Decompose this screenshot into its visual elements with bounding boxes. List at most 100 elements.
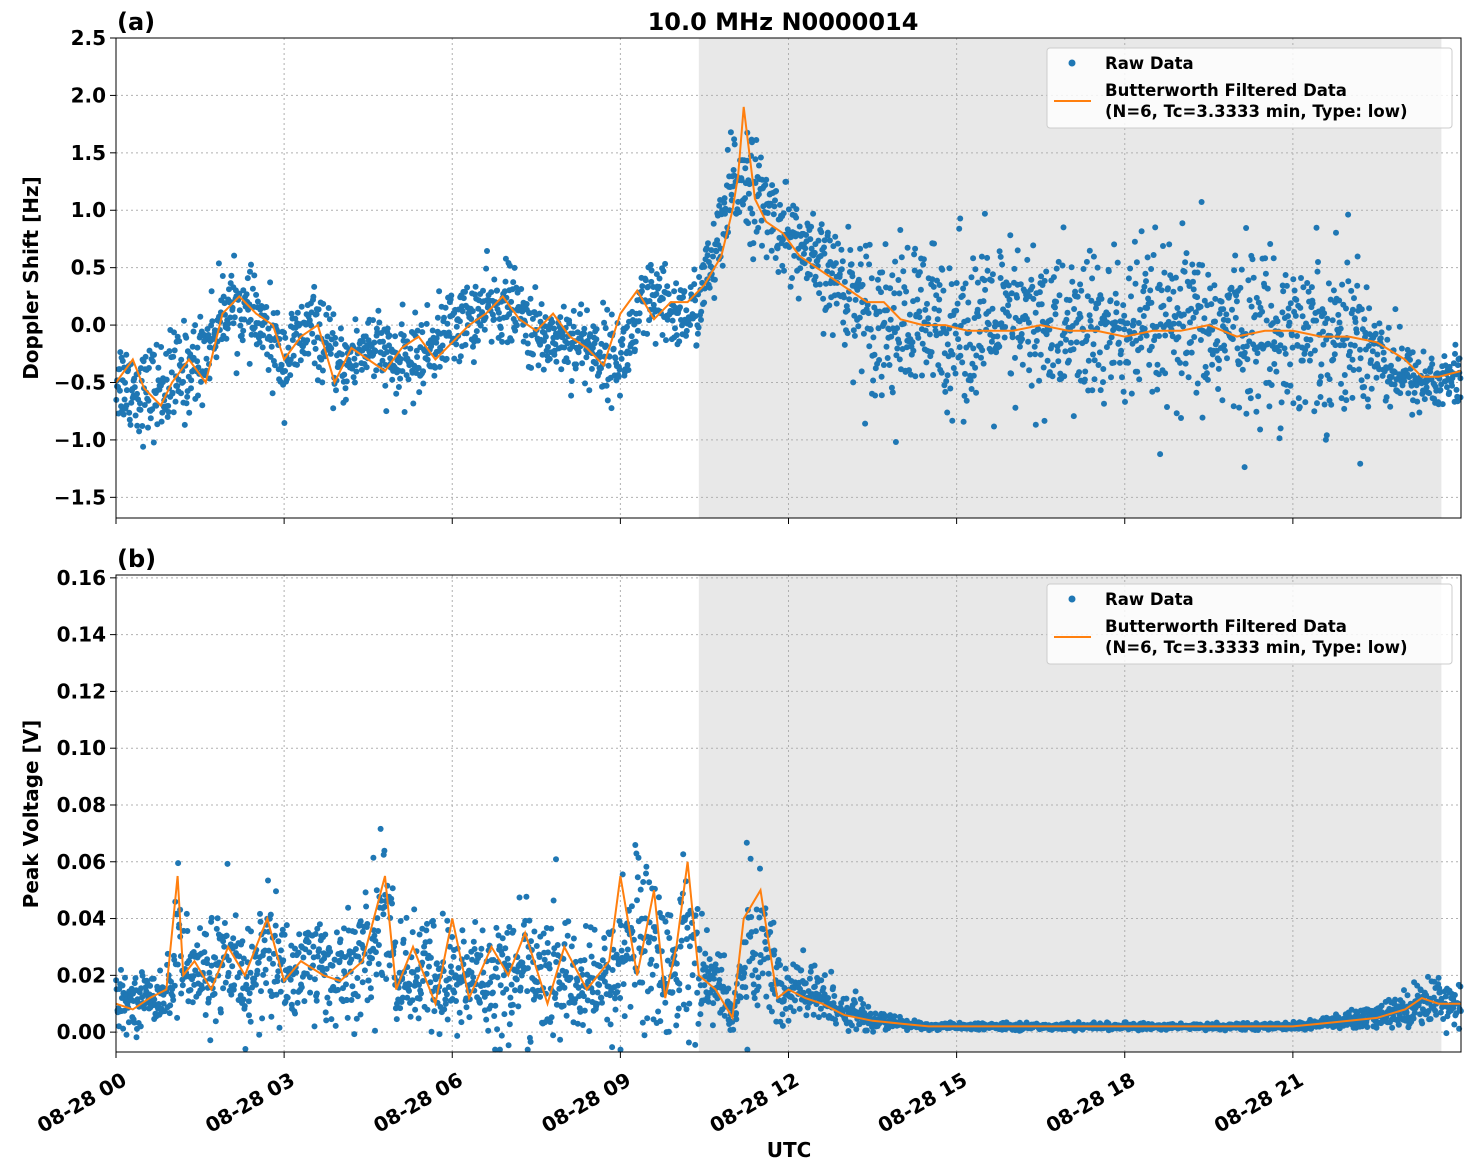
raw-data-point [548,925,555,932]
raw-data-point [803,1012,810,1019]
raw-data-point [755,224,762,231]
raw-data-point [1209,326,1216,333]
raw-data-point [1077,281,1084,288]
raw-data-point [316,921,323,928]
raw-data-point [1185,374,1192,381]
raw-data-point [1160,302,1167,309]
raw-data-point [515,1003,522,1010]
raw-data-point [698,910,705,917]
raw-data-point [1373,374,1380,381]
raw-data-point [324,333,331,340]
raw-data-point [653,271,660,278]
raw-data-point [1063,336,1069,343]
raw-data-point [581,957,588,964]
raw-data-point [662,999,669,1006]
raw-data-point [1184,349,1190,356]
raw-data-point [632,338,639,345]
raw-data-point [187,987,194,993]
raw-data-point [608,311,615,318]
raw-data-point [1262,270,1269,277]
raw-data-point [1307,350,1314,357]
raw-data-point [287,976,294,983]
raw-data-point [1204,376,1211,383]
raw-data-point [1421,396,1428,403]
raw-data-point [807,968,814,975]
raw-data-point [1360,393,1367,400]
raw-data-point [239,337,246,344]
raw-data-point [703,927,710,934]
raw-data-point [140,443,147,450]
raw-data-point [500,972,507,979]
legend-filtered-params-a: (N=6, Tc=3.3333 min, Type: low) [1105,102,1408,121]
y-tick-label: 2.0 [71,83,106,107]
raw-data-point [933,292,940,299]
raw-data-point [722,210,728,217]
raw-data-point [888,384,895,391]
raw-data-point [1293,296,1300,303]
raw-data-point [327,948,334,955]
raw-data-point [664,283,671,290]
raw-data-point [171,982,178,989]
raw-data-point [1080,266,1087,272]
raw-data-point [1397,390,1404,397]
raw-data-point [170,409,177,416]
raw-data-point [788,234,795,240]
raw-data-point [883,343,890,350]
raw-data-point [444,320,451,327]
raw-data-point [779,262,786,269]
raw-data-point [469,956,476,963]
raw-data-point [1317,373,1324,380]
raw-data-point [866,343,873,350]
raw-data-point [542,333,549,340]
raw-data-point [384,325,391,332]
raw-data-point [911,251,918,258]
raw-data-point [294,361,300,368]
raw-data-point [634,874,641,881]
raw-data-point [1052,304,1058,311]
raw-data-point [263,304,270,310]
raw-data-point [1072,288,1079,295]
raw-data-point [504,929,511,936]
raw-data-point [454,1032,461,1039]
raw-data-point [615,373,622,380]
raw-data-point [274,973,281,980]
raw-data-point [513,976,520,983]
raw-data-point [319,367,326,374]
raw-data-point [957,215,964,222]
raw-data-point [131,384,138,391]
raw-data-point [255,959,262,966]
raw-data-point [190,973,197,979]
raw-data-point [999,261,1006,268]
raw-data-point [351,929,358,935]
raw-data-point [358,366,365,373]
raw-data-point [1321,401,1328,408]
raw-data-point [1172,274,1179,281]
raw-data-point [935,362,942,369]
raw-data-point [383,976,390,982]
raw-data-point [1380,349,1387,356]
raw-data-point [848,261,855,268]
raw-data-point [978,354,984,361]
raw-data-point [1229,336,1236,343]
raw-data-point [368,994,375,1001]
raw-data-point [802,980,809,987]
raw-data-point [946,265,953,272]
raw-data-point [1332,342,1339,349]
raw-data-point [1287,382,1294,389]
raw-data-point [604,1016,611,1023]
raw-data-point [711,295,718,301]
raw-data-point [1337,325,1344,332]
raw-data-point [676,980,683,987]
raw-data-point [308,322,315,329]
raw-data-point [338,336,345,343]
raw-data-point [134,390,140,397]
raw-data-point [1314,268,1321,275]
raw-data-point [621,939,628,946]
raw-data-point [1454,362,1461,369]
raw-data-point [870,377,877,384]
raw-data-point [644,330,651,337]
raw-data-point [1300,284,1307,291]
raw-data-point [1032,309,1039,316]
raw-data-point [1070,346,1077,353]
raw-data-point [692,1041,699,1048]
